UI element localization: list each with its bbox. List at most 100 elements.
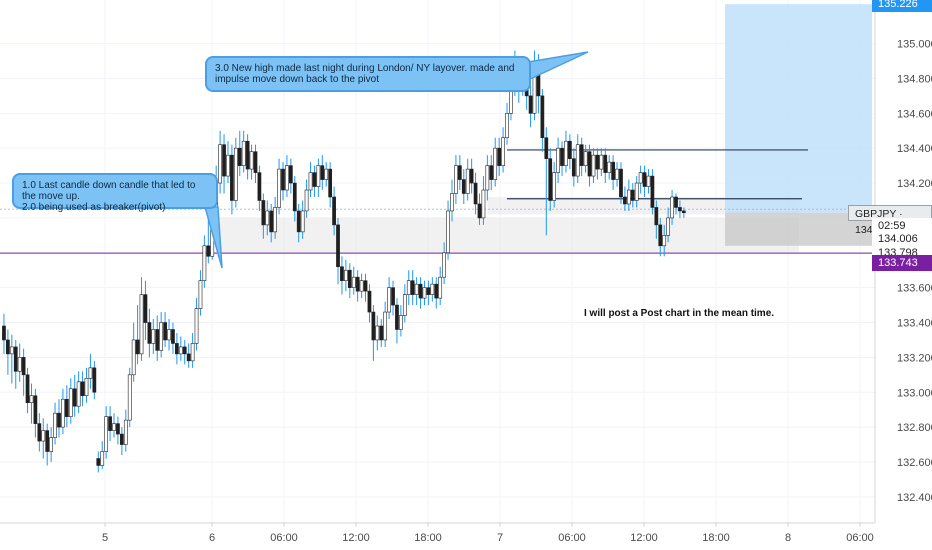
candle-body [171, 329, 175, 344]
candle-body [579, 144, 584, 166]
candle-body [571, 158, 576, 177]
candle-body [548, 158, 553, 201]
candle-body [178, 346, 183, 355]
candles [2, 50, 686, 473]
candle-body [68, 388, 73, 417]
candle-body [53, 412, 57, 438]
annotation-new-high[interactable]: 3.0 New high made last night during Lond… [205, 56, 531, 92]
candle-body [402, 294, 407, 316]
price-axis[interactable]: 132.400 132.600 132.800 133.000 133.200 133.4… [897, 39, 932, 504]
candle-body [198, 280, 203, 309]
annotation-breaker-pivot[interactable]: 1.0 Last candle down candle that led to … [12, 173, 218, 213]
candle-body [626, 189, 631, 205]
candle-body [45, 430, 50, 452]
candle-body [92, 367, 97, 393]
time-axis[interactable]: 5 6 06:00 12:00 18:00 7 06:00 12:00 18:00 8 06:00 [102, 523, 874, 544]
candle-body [312, 172, 317, 187]
candle-body [304, 189, 309, 212]
x-tick-label: 18:00 [702, 532, 730, 544]
candle-body [642, 172, 647, 187]
candle-body [72, 388, 77, 407]
callout-tail [527, 51, 589, 82]
candle-body [269, 210, 274, 233]
price-zone [220, 217, 800, 253]
candle-body [64, 398, 69, 417]
candle-body [320, 165, 325, 180]
candle-body [17, 357, 22, 372]
candle-body [80, 381, 85, 397]
candle-body [277, 168, 281, 208]
candle-body [583, 151, 588, 166]
candle-body [599, 154, 604, 170]
candle-body [418, 283, 423, 299]
candle-body [662, 235, 667, 247]
y-tick-label: 133.000 [897, 387, 932, 399]
candle-body [37, 423, 42, 442]
candle-body [540, 95, 545, 139]
y-tick-label: 132.600 [897, 457, 932, 469]
candle-body [104, 416, 109, 452]
candle-body [666, 217, 671, 236]
candle-body [332, 196, 336, 226]
horizontal-levels[interactable] [0, 149, 875, 254]
candle-body [25, 374, 30, 404]
candle-body [473, 182, 478, 205]
price-label: 02:59 [872, 217, 932, 234]
callout-tails [204, 51, 589, 269]
candle-body [391, 287, 395, 306]
candle-body [112, 423, 116, 431]
candle-body [359, 280, 364, 292]
candle-body [108, 416, 112, 431]
candle-body [163, 322, 167, 341]
candle-body [446, 210, 450, 254]
candle-body [367, 290, 372, 313]
candle-body [9, 346, 14, 355]
candle-body [450, 193, 454, 212]
price-label: 135.226 [872, 0, 932, 13]
candle-body [182, 346, 187, 355]
candle-body [230, 154, 234, 201]
candle-body [489, 165, 494, 180]
candle-body [681, 210, 686, 213]
x-tick-label: 12:00 [342, 532, 370, 544]
x-tick-label: 8 [785, 532, 791, 544]
candle-body [461, 179, 466, 194]
annotation-post-chart: I will post a Post chart in the mean tim… [584, 308, 775, 319]
candle-body [564, 140, 568, 166]
candle-body [167, 329, 171, 341]
candle-body [603, 154, 608, 173]
x-tick-label: 12:00 [630, 532, 658, 544]
candle-body [116, 423, 120, 435]
candle-body [296, 210, 301, 233]
candle-body [501, 137, 505, 166]
candle-body [505, 113, 509, 139]
candle-body [41, 430, 46, 442]
x-tick-label: 06:00 [270, 532, 298, 544]
candle-body [575, 144, 580, 177]
x-tick-label: 7 [497, 532, 503, 544]
candle-body [190, 343, 195, 362]
candle-body [21, 357, 26, 376]
candle-body [316, 165, 321, 187]
candle-body [336, 224, 340, 268]
candle-body [556, 147, 560, 173]
candle-body [206, 245, 211, 257]
candle-body [257, 172, 262, 201]
candle-body [135, 339, 140, 355]
candle-body [422, 287, 427, 299]
candle-body [49, 437, 53, 452]
candle-body [387, 287, 391, 313]
candle-body [249, 151, 254, 170]
candle-body [324, 168, 329, 180]
candle-body [300, 210, 305, 233]
y-tick-label: 133.200 [897, 352, 932, 364]
profit-zone [725, 4, 872, 213]
candle-body [355, 276, 360, 292]
y-tick-label: 134.400 [897, 143, 932, 155]
candle-body [623, 196, 627, 205]
candle-body [273, 207, 278, 233]
candle-body [438, 276, 443, 299]
candle-body [607, 161, 612, 173]
position-tool[interactable] [725, 4, 872, 246]
y-tick-label: 133.400 [897, 318, 932, 330]
